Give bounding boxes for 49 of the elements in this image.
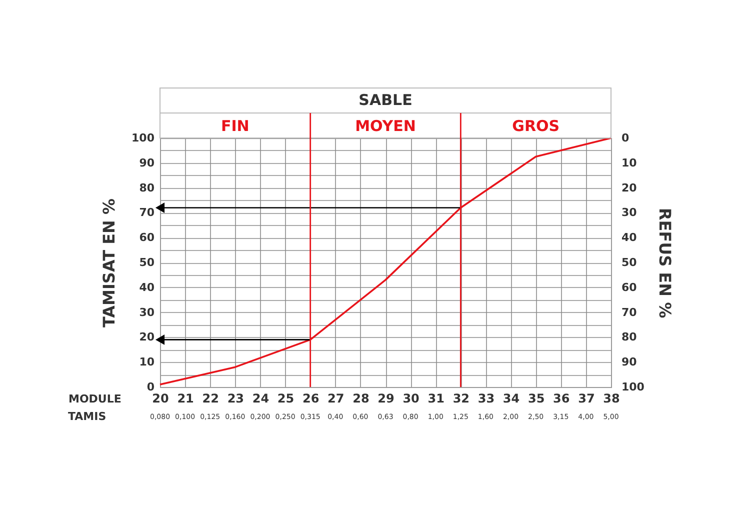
x-tick-label: 23 [227, 392, 244, 406]
y2-tick-label: 10 [622, 156, 638, 170]
x-tick-label: 24 [252, 392, 270, 406]
y-tick-label: 40 [139, 280, 155, 294]
y2-tick-label: 90 [622, 356, 638, 369]
x-tick-label: 35 [528, 392, 545, 406]
x-tick-label: 28 [352, 392, 370, 406]
y2-tick-label: 30 [622, 206, 638, 220]
y-tick-label: 80 [139, 181, 155, 194]
x-tick-label: 30 [402, 392, 420, 406]
text: MOYEN [355, 117, 416, 135]
y2-tick-label: 70 [622, 306, 638, 319]
y2-tick-label: 50 [622, 256, 638, 269]
y2-tick-label: 0 [622, 132, 630, 144]
y2-tick-label: 20 [622, 181, 638, 194]
text: FIN [220, 117, 250, 135]
y-tick-label: 50 [139, 256, 155, 269]
x-tick-label: 26 [302, 392, 320, 406]
y2-axis-title: REFUS EN % [655, 208, 674, 318]
x-tick-label: 38 [603, 392, 620, 406]
text: GROS [512, 117, 560, 135]
y-tick-label: 60 [139, 231, 155, 244]
x-tick-label: 27 [328, 392, 344, 406]
x-tick-label: 21 [177, 392, 194, 406]
x-tick-label: 31 [428, 392, 444, 406]
y-tick-label: 10 [139, 356, 155, 369]
x-tick-label: 34 [502, 392, 520, 406]
x-axis-title: MODULE [68, 392, 122, 406]
y-tick-label: 90 [139, 156, 155, 170]
x-tick-label: 32 [452, 392, 470, 406]
y2-tick-label: 100 [622, 380, 645, 394]
x-tick-label: 25 [277, 392, 294, 406]
y-tick-label: 30 [139, 306, 155, 319]
y-tick-label: 100 [132, 132, 155, 144]
y-axis-title: TAMISAT EN % [100, 198, 119, 328]
text: TAMIS [68, 410, 106, 423]
y2-tick-label: 60 [622, 280, 638, 294]
x-tick-label: 29 [378, 392, 394, 406]
chart-title: SABLE [358, 91, 412, 109]
y-tick-label: 0 [146, 380, 155, 394]
x-tick-label: 36 [553, 392, 570, 406]
y-tick-label: 20 [139, 330, 155, 344]
y2-tick-label: 40 [622, 231, 638, 244]
x-tick-label: 22 [202, 392, 219, 406]
x-tick-label: 37 [578, 392, 595, 406]
y2-tick-label: 80 [622, 330, 638, 344]
x-tick-label: 20 [152, 392, 169, 406]
y-tick-label: 70 [139, 206, 155, 220]
x-tick-label: 33 [478, 392, 495, 406]
